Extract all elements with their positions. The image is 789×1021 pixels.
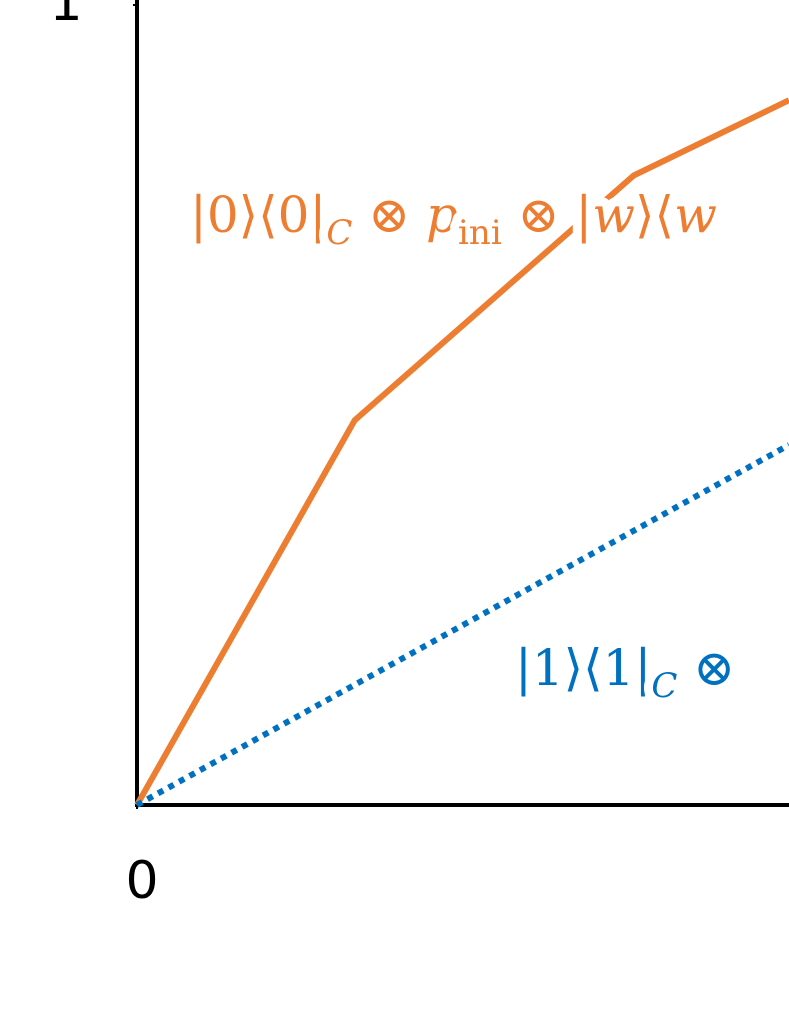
annotation: |0⟩⟨0|C ⊗ pini ⊗ |w⟩⟨w	[190, 186, 717, 253]
annotation-part: |0⟩⟨0|	[190, 186, 326, 244]
annotation-part: w	[592, 186, 635, 244]
annotation-part: w	[674, 186, 717, 244]
x-tick-label: 0	[125, 851, 158, 911]
annotation-part: C	[651, 666, 677, 706]
annotation-part: |1⟩⟨1|	[515, 639, 651, 697]
annotation: |1⟩⟨1|C ⊗	[515, 639, 735, 706]
annotation-part: p	[426, 186, 458, 244]
y-tick-label: 1	[49, 0, 82, 33]
line-orange	[134, 97, 789, 807]
annotation-part: ⟩⟨	[635, 186, 674, 244]
line-blue	[135, 442, 789, 808]
annotation-part: ⊗ |	[502, 186, 593, 244]
annotation-part: ⊗	[352, 186, 426, 244]
annotation-part: ⊗	[677, 639, 735, 697]
annotation-part: C	[326, 213, 352, 253]
annotation-part: ini	[458, 213, 502, 253]
